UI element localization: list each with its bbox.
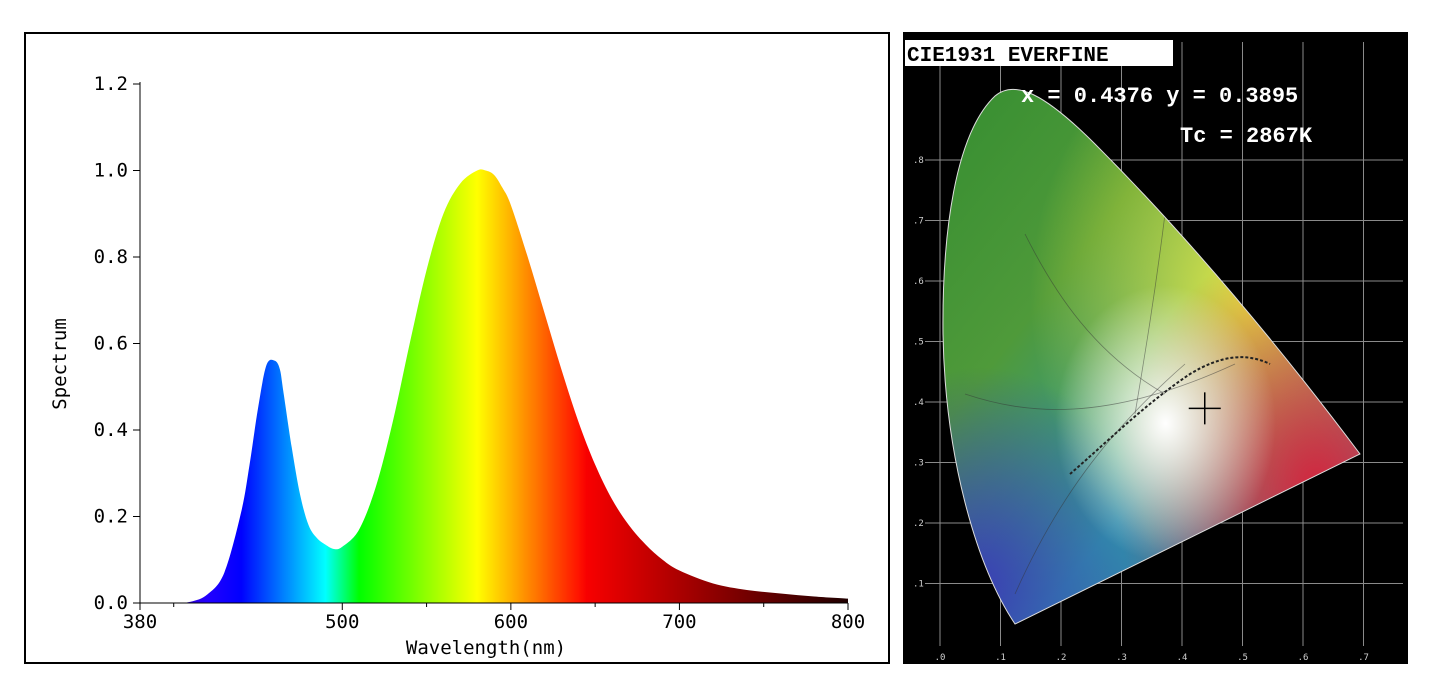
cie-x-tick-label: .1 <box>995 653 1006 662</box>
x-axis-label: Wavelength(nm) <box>406 637 566 659</box>
cie-x-tick-label: .3 <box>1116 653 1127 662</box>
cie-x-tick-label: .2 <box>1056 653 1067 662</box>
y-tick-label: 1.2 <box>94 73 128 95</box>
y-tick-label: 0.6 <box>94 333 128 355</box>
chromaticity-locus <box>942 89 1360 625</box>
cie-y-tick-label: .5 <box>913 338 924 348</box>
chromaticity-point-marker <box>1188 392 1221 425</box>
spectral-locus-outline <box>942 88 1361 625</box>
x-tick-label: 500 <box>325 611 359 633</box>
spectrum-chart: 0.0 0.2 0.4 0.6 0.8 1.0 1.2 380 500 600 700 800 Wav… <box>49 73 865 659</box>
cie-title: CIE1931 EVERFINE <box>907 45 1109 68</box>
cie-x-tick-label: .6 <box>1298 653 1309 662</box>
spectrum-area <box>140 169 848 603</box>
cie1931-diagram: .0 .1 .2 .3 .4 .5 .6 .7 .1 .2 .3 .4 .5 .6 .7 .8 CIE1931… <box>905 40 1403 662</box>
y-tick-label: 0.4 <box>94 419 128 441</box>
y-tick-label: 0.2 <box>94 506 128 528</box>
y-axis-label: Spectrum <box>49 318 71 410</box>
y-tick-label: 0.8 <box>94 246 128 268</box>
cie1931-diagram-panel: .0 .1 .2 .3 .4 .5 .6 .7 .1 .2 .3 .4 .5 .6 .7 .8 CIE1931… <box>903 32 1408 664</box>
cie-y-tick-label: .3 <box>913 459 924 469</box>
cie-y-tick-label: .8 <box>913 156 924 166</box>
cie-x-tick-label: .4 <box>1177 653 1188 662</box>
spectrum-chart-panel: 0.0 0.2 0.4 0.6 0.8 1.0 1.2 380 500 600 700 800 Wav… <box>24 32 890 664</box>
cie-y-tick-label: .1 <box>913 580 924 590</box>
x-tick-label: 800 <box>831 611 865 633</box>
cie-cct-readout: Tc = 2867K <box>1180 124 1313 149</box>
y-tick-label: 1.0 <box>94 160 128 182</box>
x-tick-label: 380 <box>123 611 157 633</box>
cie-y-tick-label: .6 <box>913 277 924 287</box>
cie-x-tick-label: .5 <box>1237 653 1248 662</box>
cie-x-tick-label: .7 <box>1358 653 1369 662</box>
y-tick-label: 0.0 <box>94 592 128 614</box>
cie-y-tick-label: .4 <box>913 398 924 408</box>
cie-x-tick-label: .0 <box>935 653 946 662</box>
x-tick-label: 700 <box>662 611 696 633</box>
cie-title-background <box>905 40 1173 66</box>
x-tick-label: 600 <box>494 611 528 633</box>
cie-coordinates-readout: x = 0.4376 y = 0.3895 <box>1021 84 1298 109</box>
cie-y-tick-label: .7 <box>913 217 924 227</box>
cie-y-tick-label: .2 <box>913 519 924 529</box>
